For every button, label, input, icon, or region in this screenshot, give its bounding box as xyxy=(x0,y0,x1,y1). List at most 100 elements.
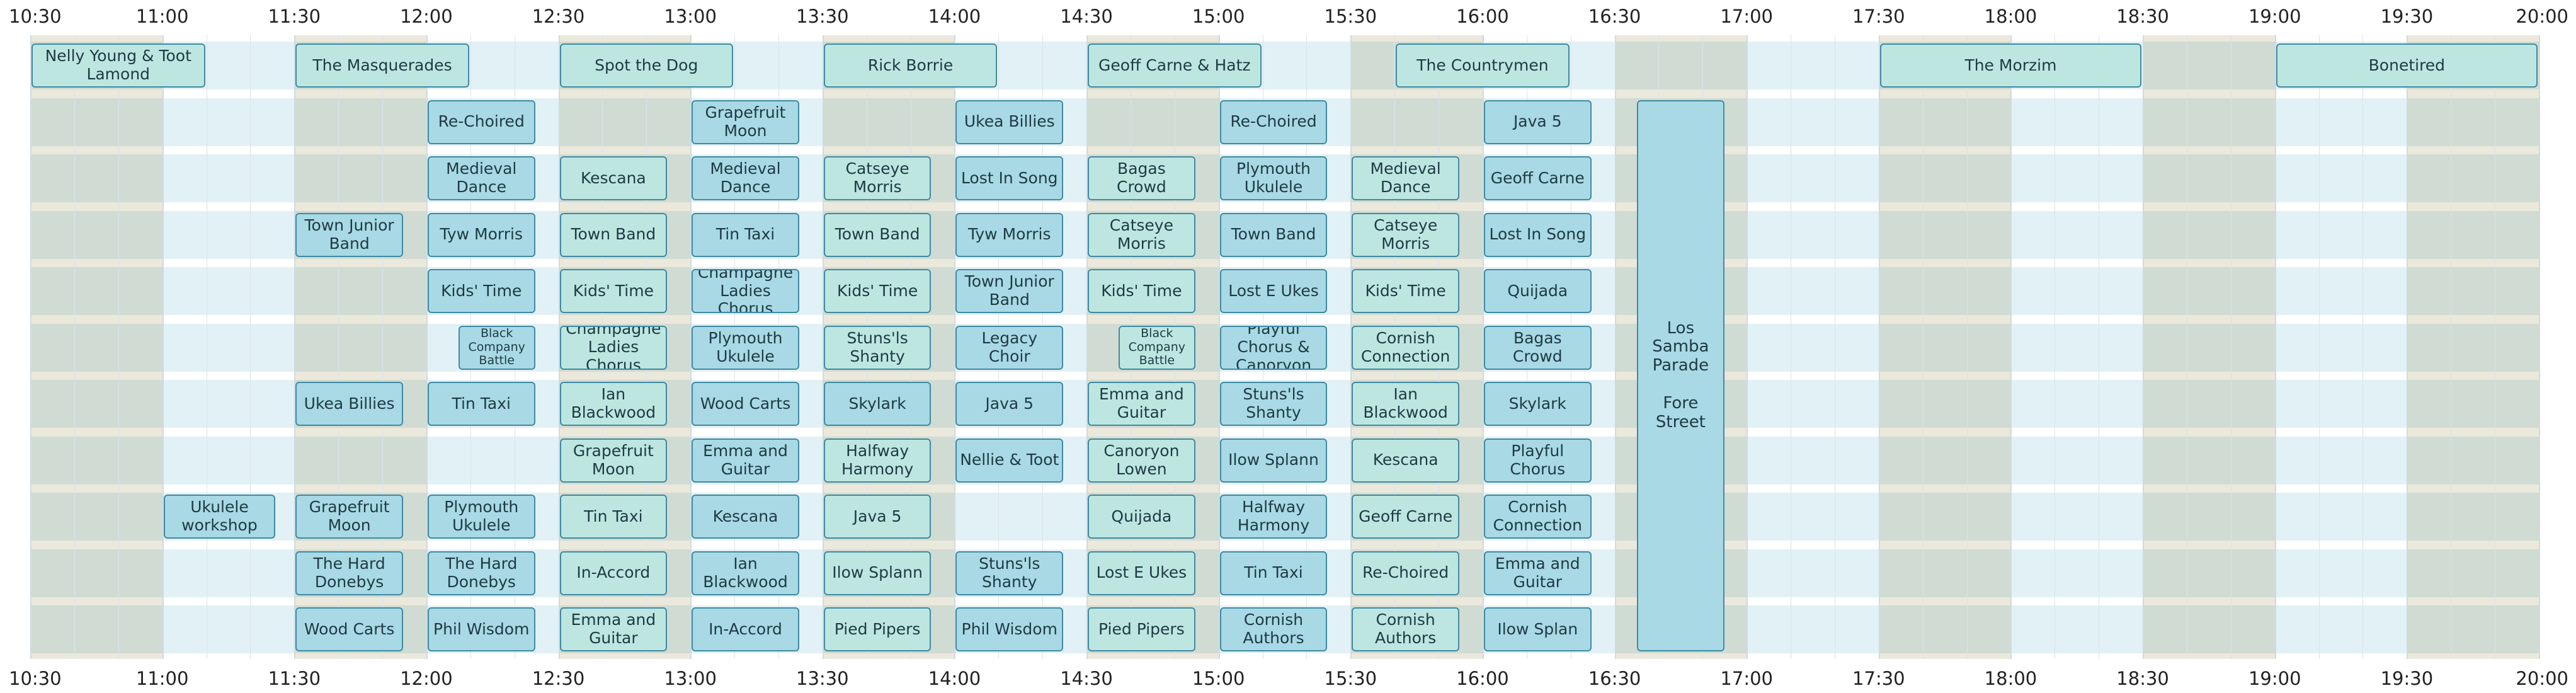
grid-line-minor xyxy=(74,35,75,659)
schedule-event[interactable]: Champagne Ladies Chorus xyxy=(692,269,799,313)
schedule-event[interactable]: Emma and Guitar xyxy=(1088,382,1195,426)
schedule-event[interactable]: Town Junior Band xyxy=(295,212,403,257)
schedule-event[interactable]: Wood Carts xyxy=(295,607,403,651)
schedule-event[interactable]: Ukea Billies xyxy=(955,100,1064,144)
schedule-event[interactable]: Spot the Dog xyxy=(559,43,734,88)
schedule-event[interactable]: Ian Blackwood xyxy=(1352,382,1459,426)
schedule-event[interactable]: The Masquerades xyxy=(295,43,469,88)
schedule-event[interactable]: Stuns'ls Shanty xyxy=(823,325,932,370)
schedule-event[interactable]: Stuns'ls Shanty xyxy=(1219,382,1328,426)
schedule-event[interactable]: Quijada xyxy=(1483,269,1592,313)
schedule-event[interactable]: In-Accord xyxy=(692,607,799,651)
schedule-event[interactable]: Bonetired xyxy=(2276,43,2538,88)
schedule-event[interactable]: Emma and Guitar xyxy=(559,607,668,651)
schedule-event[interactable]: Playful Chorus xyxy=(1483,438,1592,483)
schedule-event[interactable]: Rick Borrie xyxy=(823,43,998,88)
schedule-event[interactable]: Cornish Authors xyxy=(1352,607,1459,651)
schedule-event[interactable]: Canoryon Lowen xyxy=(1088,438,1195,483)
schedule-event[interactable]: The Hard Donebys xyxy=(295,551,403,595)
schedule-event[interactable]: Black Company Battle xyxy=(458,325,535,370)
schedule-event[interactable]: Phil Wisdom xyxy=(427,607,535,651)
schedule-event[interactable]: Plymouth Ukulele xyxy=(692,325,799,370)
schedule-event[interactable]: The Countrymen xyxy=(1396,43,1570,88)
schedule-event[interactable]: Tin Taxi xyxy=(427,382,535,426)
schedule-event[interactable]: Geoff Carne & Hatz xyxy=(1088,43,1262,88)
schedule-event[interactable]: Skylark xyxy=(1483,382,1592,426)
schedule-event[interactable]: Plymouth Ukulele xyxy=(1219,156,1328,200)
schedule-event[interactable]: Lost In Song xyxy=(1483,212,1592,257)
schedule-event[interactable]: Cornish Connection xyxy=(1483,495,1592,539)
schedule-event[interactable]: Lost In Song xyxy=(955,156,1064,200)
schedule-event[interactable]: Cornish Connection xyxy=(1352,325,1459,370)
schedule-event[interactable]: Ilow Splan xyxy=(1483,607,1592,651)
schedule-event[interactable]: Kids' Time xyxy=(823,269,932,313)
schedule-event[interactable]: Phil Wisdom xyxy=(955,607,1064,651)
schedule-event[interactable]: Town Band xyxy=(823,212,932,257)
schedule-event[interactable]: Tyw Morris xyxy=(427,212,535,257)
schedule-event[interactable]: Re-Choired xyxy=(1352,551,1459,595)
schedule-event[interactable]: Ilow Splann xyxy=(823,551,932,595)
schedule-event[interactable]: Bagas Crowd xyxy=(1088,156,1195,200)
schedule-event[interactable]: In-Accord xyxy=(559,551,668,595)
schedule-event[interactable]: Playful Chorus & Canoryon xyxy=(1219,325,1328,370)
schedule-event[interactable]: The Morzim xyxy=(1879,43,2142,88)
schedule-event[interactable]: Catseye Morris xyxy=(1352,212,1459,257)
schedule-event[interactable]: Tin Taxi xyxy=(692,212,799,257)
schedule-event[interactable]: Ukulele workshop xyxy=(163,495,276,539)
schedule-event[interactable]: Legacy Choir xyxy=(955,325,1064,370)
schedule-event[interactable]: Kids' Time xyxy=(427,269,535,313)
schedule-event[interactable]: Re-Choired xyxy=(1219,100,1328,144)
schedule-event[interactable]: Grapefruit Moon xyxy=(559,438,668,483)
schedule-event[interactable]: Ian Blackwood xyxy=(692,551,799,595)
schedule-event[interactable]: Tin Taxi xyxy=(559,495,668,539)
schedule-event[interactable]: Halfway Harmony xyxy=(1219,495,1328,539)
schedule-event[interactable]: Champagne Ladies Chorus xyxy=(559,325,668,370)
schedule-event[interactable]: Medieval Dance xyxy=(1352,156,1459,200)
schedule-event[interactable]: Skylark xyxy=(823,382,932,426)
schedule-event[interactable]: Medieval Dance xyxy=(692,156,799,200)
schedule-event[interactable]: Ilow Splann xyxy=(1219,438,1328,483)
schedule-event[interactable]: Java 5 xyxy=(1483,100,1592,144)
schedule-event[interactable]: Kescana xyxy=(1352,438,1459,483)
schedule-event[interactable]: Lost E Ukes xyxy=(1088,551,1195,595)
schedule-event[interactable]: Grapefruit Moon xyxy=(295,495,403,539)
schedule-event[interactable]: Stuns'ls Shanty xyxy=(955,551,1064,595)
schedule-event[interactable]: Tyw Morris xyxy=(955,212,1064,257)
schedule-event[interactable]: Black Company Battle xyxy=(1118,325,1195,370)
schedule-event[interactable]: Grapefruit Moon xyxy=(692,100,799,144)
schedule-event[interactable]: Geoff Carne xyxy=(1352,495,1459,539)
schedule-event[interactable]: Cornish Authors xyxy=(1219,607,1328,651)
schedule-event[interactable]: Emma and Guitar xyxy=(1483,551,1592,595)
schedule-event[interactable]: Bagas Crowd xyxy=(1483,325,1592,370)
schedule-event[interactable]: Plymouth Ukulele xyxy=(427,495,535,539)
schedule-event[interactable]: Catseye Morris xyxy=(823,156,932,200)
schedule-event[interactable]: Town Junior Band xyxy=(955,269,1064,313)
schedule-event[interactable]: Catseye Morris xyxy=(1088,212,1195,257)
schedule-event[interactable]: Java 5 xyxy=(823,495,932,539)
schedule-event[interactable]: Ian Blackwood xyxy=(559,382,668,426)
schedule-event[interactable]: Town Band xyxy=(559,212,668,257)
schedule-event[interactable]: Pied Pipers xyxy=(823,607,932,651)
schedule-event[interactable]: Town Band xyxy=(1219,212,1328,257)
schedule-event[interactable]: Java 5 xyxy=(955,382,1064,426)
schedule-event[interactable]: Nelly Young & Toot Lamond xyxy=(31,43,205,88)
schedule-event[interactable]: Halfway Harmony xyxy=(823,438,932,483)
schedule-event[interactable]: Quijada xyxy=(1088,495,1195,539)
schedule-event[interactable]: Nellie & Toot xyxy=(955,438,1064,483)
schedule-event[interactable]: Pied Pipers xyxy=(1088,607,1195,651)
schedule-event[interactable]: Lost E Ukes xyxy=(1219,269,1328,313)
schedule-event[interactable]: Kids' Time xyxy=(1352,269,1459,313)
schedule-event[interactable]: Kescana xyxy=(692,495,799,539)
schedule-event[interactable]: Tin Taxi xyxy=(1219,551,1328,595)
schedule-event[interactable]: Kescana xyxy=(559,156,668,200)
schedule-event[interactable]: Ukea Billies xyxy=(295,382,403,426)
schedule-event[interactable]: Kids' Time xyxy=(559,269,668,313)
schedule-event[interactable]: Geoff Carne xyxy=(1483,156,1592,200)
schedule-event[interactable]: Kids' Time xyxy=(1088,269,1195,313)
schedule-event[interactable]: Wood Carts xyxy=(692,382,799,426)
schedule-event[interactable]: Medieval Dance xyxy=(427,156,535,200)
schedule-event[interactable]: Re-Choired xyxy=(427,100,535,144)
parade-event[interactable]: Los Samba Parade Fore Street xyxy=(1636,100,1725,651)
schedule-event[interactable]: Emma and Guitar xyxy=(692,438,799,483)
schedule-event[interactable]: The Hard Donebys xyxy=(427,551,535,595)
